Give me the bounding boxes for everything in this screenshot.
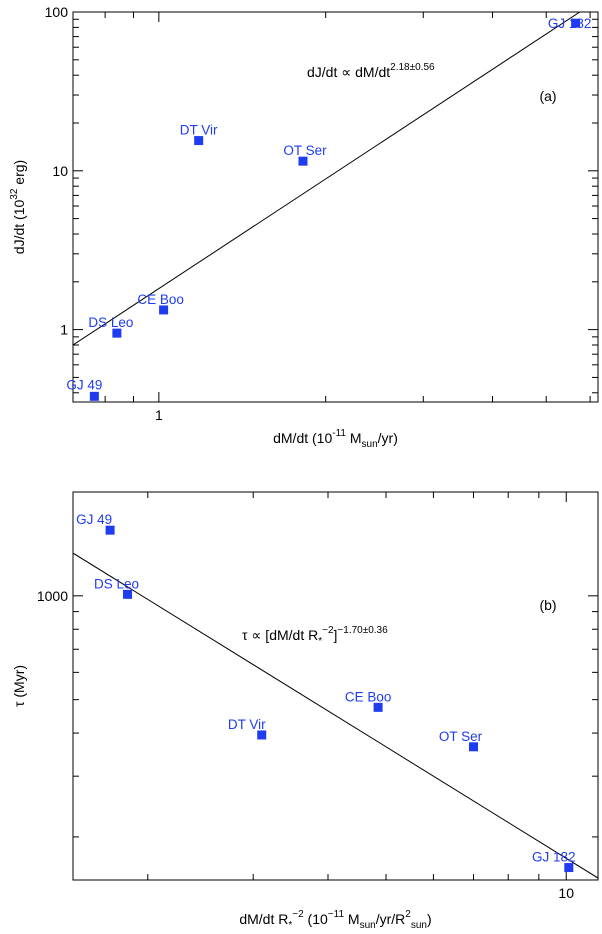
x-axis-label: dM/dt R*−2 (10−11 Msun/yr/R2sun) [239, 909, 431, 931]
y-axis-label: τ (Myr) [11, 665, 27, 707]
data-label-gj-182: GJ 182 [548, 16, 592, 31]
data-point-ds-leo [112, 328, 122, 338]
data-point-ce-boo [159, 305, 169, 315]
x-axis-label: dM/dt (10-11 Msun/yr) [273, 428, 398, 450]
panel-label: (b) [539, 597, 556, 613]
data-label-dt-vir: DT Vir [228, 717, 266, 732]
y-tick-label: 10 [52, 163, 68, 179]
data-point-ot-ser [298, 156, 308, 166]
data-label-gj-49: GJ 49 [76, 512, 112, 527]
fit-annotation: dJ/dt ∝ dM/dt2.18±0.56 [307, 62, 435, 80]
y-tick-label: 100 [45, 4, 69, 20]
plot-frame [72, 491, 599, 881]
data-point-gj-49 [89, 391, 99, 401]
data-label-gj-49: GJ 49 [66, 377, 102, 392]
data-point-ce-boo [373, 702, 383, 712]
y-axis-label: dJ/dt (1032 erg) [9, 160, 27, 254]
data-label-dt-vir: DT Vir [180, 123, 218, 138]
data-label-ot-ser: OT Ser [283, 143, 327, 158]
data-point-gj-182 [571, 18, 581, 28]
fit-annotation: τ ∝ [dM/dt R*−2]−1.70±0.36 [242, 625, 388, 647]
panel-b: 10 1000 GJ 49 DS Leo DT Vir CE Boo OT Ser GJ 18… [11, 491, 599, 931]
fit-line [73, 12, 581, 346]
data-label-ot-ser: OT Ser [439, 729, 483, 744]
data-point-gj-182 [564, 863, 574, 873]
fit-line [73, 552, 598, 879]
data-point-gj-49 [105, 525, 115, 535]
plot-frame [72, 11, 599, 403]
data-label-ce-boo: CE Boo [137, 292, 184, 307]
panel-label: (a) [539, 88, 556, 104]
data-point-dt-vir [194, 136, 204, 146]
y-tick-label: 1000 [37, 588, 68, 604]
data-label-ce-boo: CE Boo [345, 689, 392, 704]
data-label-gj-182: GJ 182 [532, 850, 576, 865]
panel-a: 1 1 10 100 GJ 182 DT Vir OT Ser CE Boo DS Leo GJ … [9, 4, 599, 450]
data-label-ds-leo: DS Leo [94, 576, 139, 591]
data-label-ds-leo: DS Leo [88, 315, 133, 330]
data-point-dt-vir [257, 730, 267, 740]
data-point-ot-ser [468, 742, 478, 752]
x-tick-label: 10 [558, 885, 574, 901]
y-tick-label: 1 [60, 322, 68, 338]
x-tick-label: 1 [155, 407, 163, 423]
data-point-ds-leo [123, 589, 133, 599]
